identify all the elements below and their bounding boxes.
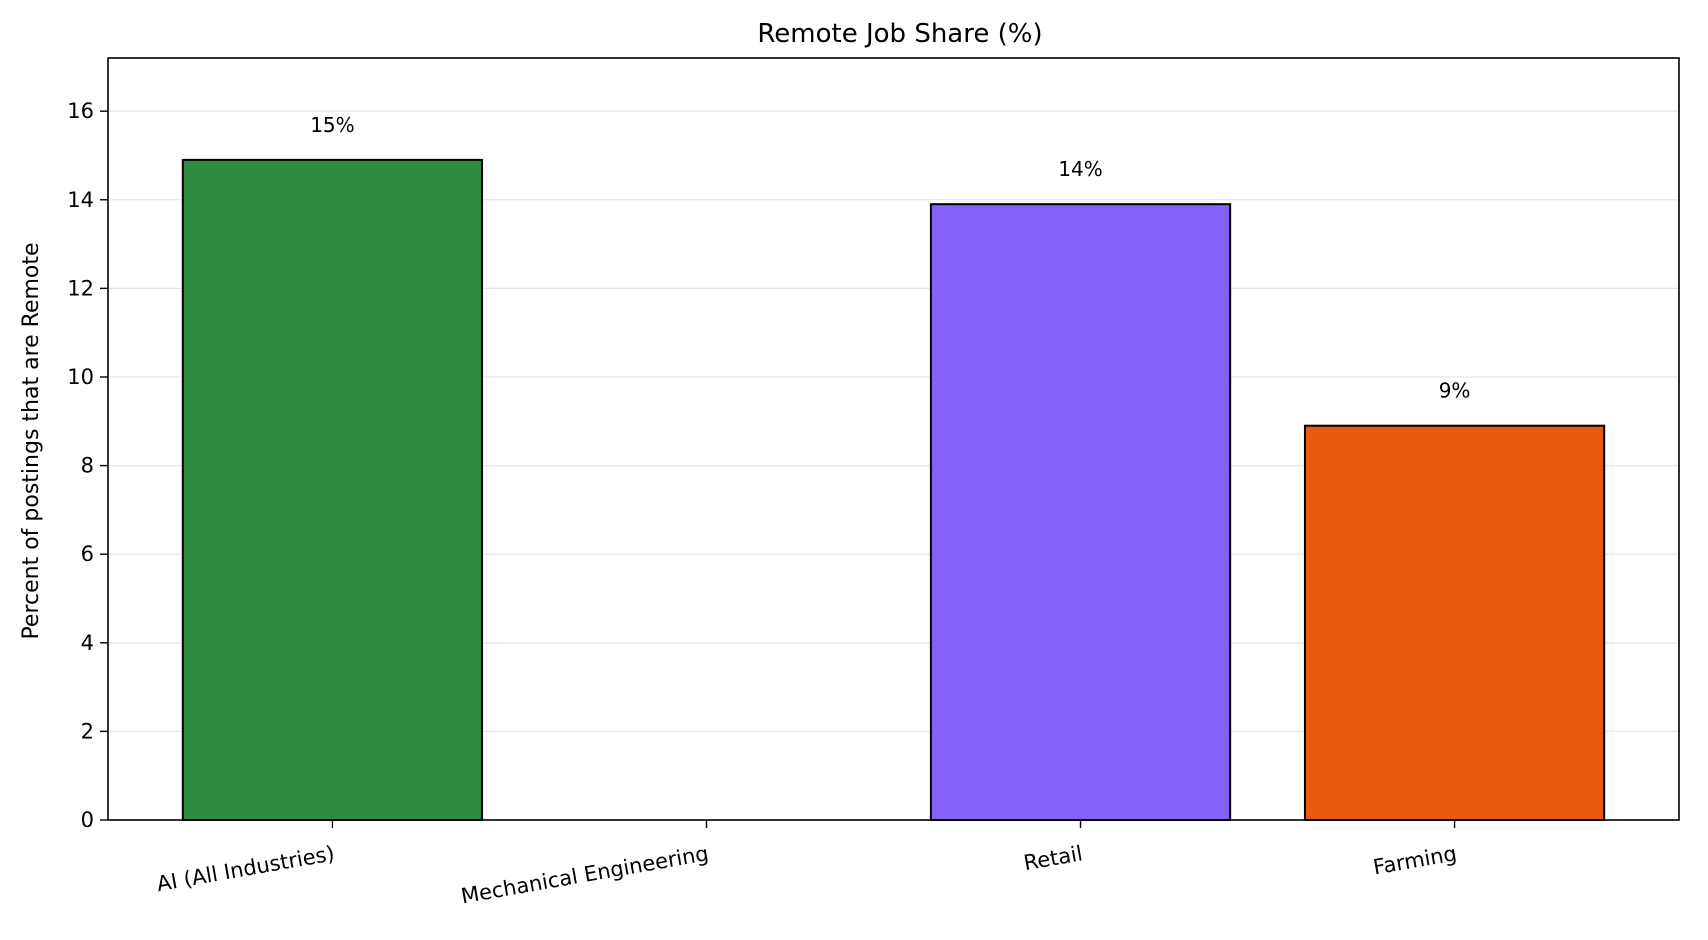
y-tick-label: 4 <box>81 631 94 655</box>
x-tick-label: Retail <box>1022 841 1085 875</box>
x-tick-label: AI (All Industries) <box>155 841 336 896</box>
y-tick-label: 16 <box>67 99 94 123</box>
x-tick-label: Mechanical Engineering <box>459 841 710 908</box>
y-tick-label: 8 <box>81 454 94 478</box>
bar <box>181 158 484 822</box>
bar-value-label: 14% <box>1058 157 1102 181</box>
bar-value-label: 15% <box>310 113 354 137</box>
y-tick-label: 12 <box>67 276 94 300</box>
y-axis-ticks: 0 2 4 6 8 10 12 14 16 <box>67 99 108 832</box>
y-tick-label: 0 <box>81 808 94 832</box>
y-tick-label: 14 <box>67 188 94 212</box>
bar-value-label: 9% <box>1439 379 1471 403</box>
y-axis-label: Percent of postings that are Remote <box>19 242 44 639</box>
x-tick-label: Farming <box>1371 841 1458 879</box>
bar-value-labels: 15% 14% 9% <box>310 113 1470 403</box>
bars <box>181 158 1606 822</box>
plot-frame <box>107 57 1680 821</box>
y-tick-label: 10 <box>67 365 94 389</box>
bar <box>1303 424 1606 821</box>
y-tick-label: 2 <box>81 719 94 743</box>
bar <box>929 203 1232 821</box>
y-tick-label: 6 <box>81 542 94 566</box>
chart-title: Remote Job Share (%) <box>757 19 1042 49</box>
x-axis-ticks: AI (All Industries) Mechanical Engineerin… <box>155 820 1458 908</box>
